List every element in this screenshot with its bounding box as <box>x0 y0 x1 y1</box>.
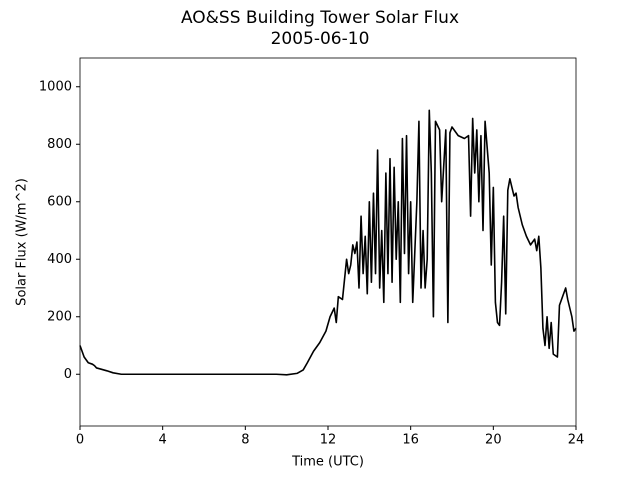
x-axis-label: Time (UTC) <box>291 455 364 470</box>
x-tick-label: 4 <box>159 433 167 448</box>
x-tick-label: 12 <box>320 433 337 448</box>
plot-frame <box>79 57 577 427</box>
y-tick-label: 0 <box>64 367 72 382</box>
y-tick-label: 600 <box>47 194 72 209</box>
chart-title: AO&SS Building Tower Solar Flux <box>181 8 459 28</box>
chart-subtitle: 2005-06-10 <box>271 29 370 49</box>
y-tick-label: 800 <box>47 137 72 152</box>
y-tick-label: 1000 <box>39 79 72 94</box>
x-tick-label: 0 <box>76 433 84 448</box>
y-axis-label: Solar Flux (W/m^2) <box>15 178 30 306</box>
x-tick-label: 24 <box>568 433 585 448</box>
data-line <box>79 109 577 376</box>
x-tick-label: 16 <box>402 433 419 448</box>
y-tick-label: 200 <box>47 309 72 324</box>
x-tick-label: 8 <box>241 433 249 448</box>
y-tick-label: 400 <box>47 252 72 267</box>
x-tick-label: 20 <box>485 433 502 448</box>
